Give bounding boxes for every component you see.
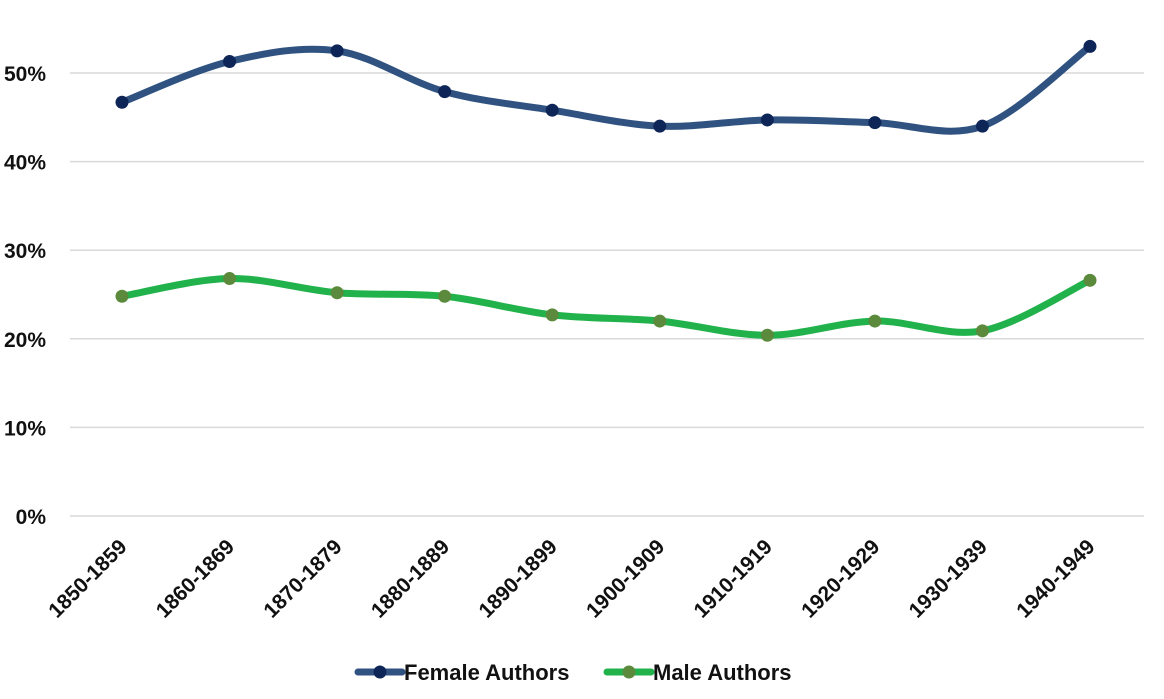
data-point-male-authors — [653, 314, 667, 328]
x-tick-label: 1870-1879 — [259, 535, 346, 622]
x-tick-label: 1940-1949 — [1012, 535, 1099, 622]
data-point-male-authors — [330, 286, 344, 300]
y-tick-label: 40% — [4, 152, 46, 175]
data-point-female-authors — [330, 44, 344, 58]
data-point-female-authors — [223, 54, 237, 68]
x-tick-label: 1880-1889 — [367, 535, 454, 622]
data-point-male-authors — [975, 324, 989, 338]
x-axis-tick-labels: 1850-1859 1860-1869 1870-1879 1880-1889 1890… — [44, 535, 1099, 622]
data-point-male-authors — [115, 289, 129, 303]
y-tick-label: 50% — [4, 63, 46, 86]
data-point-male-authors — [545, 308, 559, 322]
y-tick-label: 20% — [4, 329, 46, 352]
data-point-male-authors — [868, 314, 882, 328]
x-tick-label: 1860-1869 — [152, 535, 239, 622]
series-female-authors — [115, 39, 1097, 135]
data-point-male-authors — [760, 328, 774, 342]
series-lines — [115, 39, 1097, 342]
x-tick-label: 1930-1939 — [905, 535, 992, 622]
y-tick-label: 0% — [16, 506, 47, 529]
data-point-female-authors — [760, 113, 774, 127]
data-point-female-authors — [115, 95, 129, 109]
x-tick-label: 1850-1859 — [44, 535, 131, 622]
y-axis-tick-labels: 0% 10% 20% 30% 40% 50% — [4, 63, 46, 529]
series-line-male-authors — [118, 275, 1094, 339]
data-point-female-authors — [868, 116, 882, 130]
data-point-male-authors — [438, 289, 452, 303]
x-tick-label: 1900-1909 — [582, 535, 669, 622]
series-male-authors — [115, 272, 1097, 342]
data-point-male-authors — [223, 272, 237, 286]
gridlines — [70, 72, 1144, 517]
data-point-female-authors — [545, 103, 559, 117]
x-tick-label: 1920-1929 — [797, 535, 884, 622]
x-tick-label: 1910-1919 — [690, 535, 777, 622]
legend-label: Male Authors — [653, 660, 792, 685]
data-point-female-authors — [975, 119, 989, 133]
y-tick-label: 30% — [4, 240, 46, 263]
legend-entry-male-authors: Male Authors — [603, 660, 792, 685]
legend-label: Female Authors — [404, 660, 569, 685]
data-point-female-authors — [1083, 39, 1097, 53]
x-tick-label: 1890-1899 — [474, 535, 561, 622]
data-point-female-authors — [438, 85, 452, 99]
legend-swatch-marker — [622, 665, 636, 679]
data-point-female-authors — [653, 119, 667, 133]
y-tick-label: 10% — [4, 417, 46, 440]
series-line-female-authors — [118, 42, 1094, 135]
legend-swatch-marker — [373, 665, 387, 679]
data-point-male-authors — [1083, 273, 1097, 287]
legend: Female Authors Male Authors — [354, 660, 792, 685]
legend-entry-female-authors: Female Authors — [354, 660, 569, 685]
